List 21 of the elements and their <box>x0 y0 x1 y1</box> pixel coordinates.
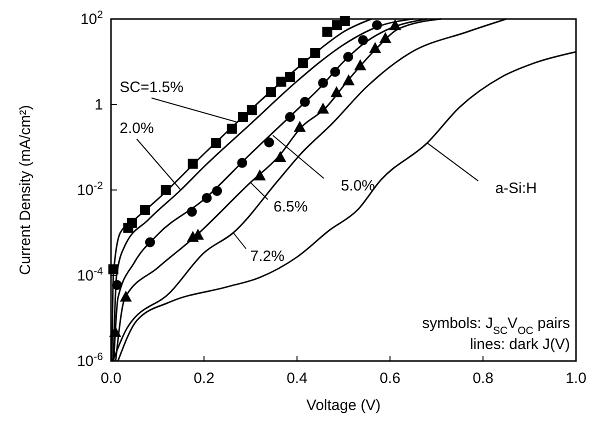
annotation: 5.0% <box>340 177 376 194</box>
x-tick-label: 0.2 <box>194 370 214 387</box>
x-tick-label: 0.4 <box>286 370 308 387</box>
annotation: 6.5% <box>274 198 308 216</box>
y-tick-label: 10$^{-2}$ <box>76 180 104 199</box>
annotation: 7.2% <box>250 248 284 265</box>
annotation: 2.0% <box>120 120 154 137</box>
x-tick-label: 0.8 <box>472 370 494 387</box>
annotation: a-Si:H <box>495 180 537 197</box>
y-tick-label: 1 <box>94 96 103 114</box>
x-tick-label: 0.6 <box>380 370 400 387</box>
annotation: symbols: J$_{SC}$V$_{OC}$ pairs <box>422 315 570 337</box>
y-tick-label: 10$^{-6}$ <box>76 351 104 370</box>
x-axis-title: Voltage (V) <box>306 397 381 414</box>
y-axis-title: Current Density (mA/cm²) <box>17 104 34 276</box>
annotation: SC=1.5% <box>120 78 184 96</box>
annotation: lines: dark J(V) <box>470 336 570 353</box>
y-tick-label: 10$^{2}$ <box>80 9 104 28</box>
y-tick-label: 10$^{-4}$ <box>76 266 104 284</box>
x-tick-label: 1.0 <box>566 370 586 387</box>
x-tick-label: 0.0 <box>100 370 122 387</box>
